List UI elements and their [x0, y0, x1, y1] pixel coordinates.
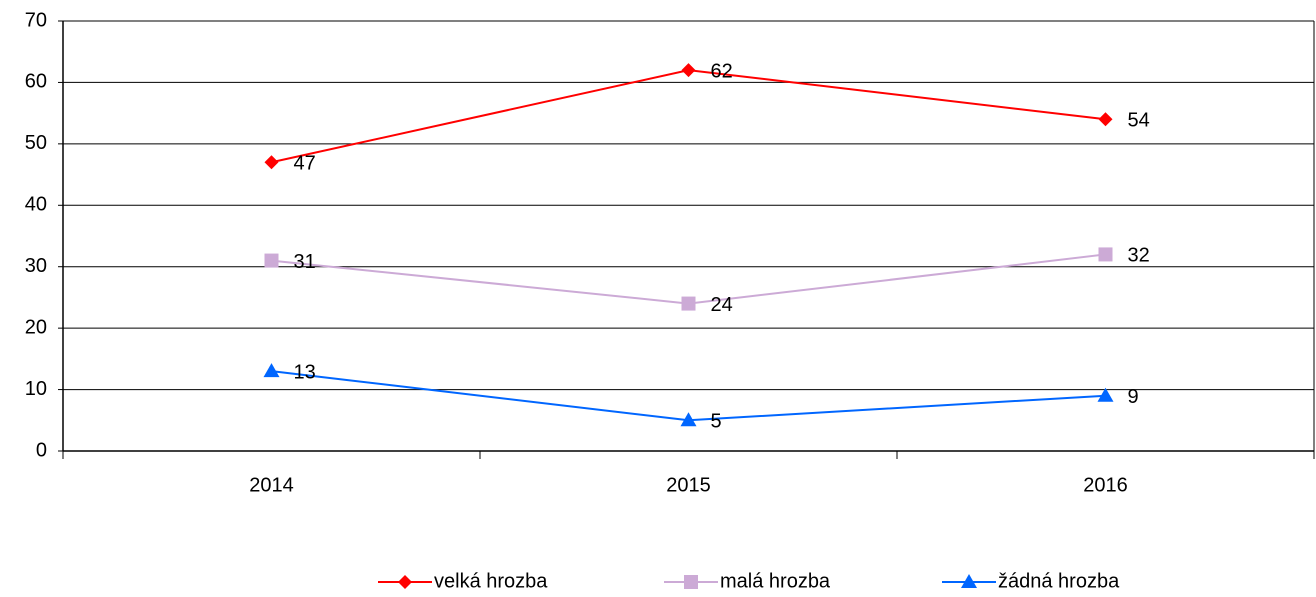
x-tick-label: 2015 — [666, 474, 711, 496]
data-label: 62 — [711, 60, 733, 82]
data-point — [680, 412, 697, 427]
data-point — [1097, 387, 1114, 402]
data-point — [1098, 112, 1113, 127]
data-label: 5 — [711, 411, 722, 433]
series-line — [271, 253, 1106, 305]
y-tick-label: 60 — [25, 71, 47, 93]
y-tick-label: 20 — [25, 316, 47, 338]
legend-marker — [398, 575, 412, 589]
data-point — [264, 253, 279, 268]
legend-label: malá hrozba — [720, 570, 831, 592]
data-point — [263, 363, 280, 378]
data-label: 31 — [294, 251, 316, 273]
y-tick-label: 30 — [25, 255, 47, 277]
data-label: 13 — [294, 361, 316, 383]
x-tick-label: 2016 — [1083, 474, 1128, 496]
data-label: 24 — [711, 294, 733, 316]
y-tick-label: 10 — [25, 378, 47, 400]
data-point — [1098, 247, 1113, 262]
legend-label: žádná hrozba — [998, 570, 1120, 592]
legend-marker — [684, 575, 698, 589]
y-tick-label: 50 — [25, 132, 47, 154]
data-label: 9 — [1128, 386, 1139, 408]
data-point — [681, 296, 696, 311]
data-point — [681, 63, 696, 78]
x-tick-label: 2014 — [249, 474, 294, 496]
data-label: 54 — [1128, 110, 1150, 132]
y-tick-label: 0 — [36, 439, 47, 461]
data-label: 32 — [1128, 245, 1150, 267]
legend-marker — [961, 574, 977, 588]
data-point — [264, 155, 279, 170]
series-line — [271, 69, 1106, 164]
y-tick-label: 70 — [25, 9, 47, 31]
y-tick-label: 40 — [25, 194, 47, 216]
data-label: 47 — [294, 153, 316, 175]
legend-label: velká hrozba — [434, 570, 548, 592]
